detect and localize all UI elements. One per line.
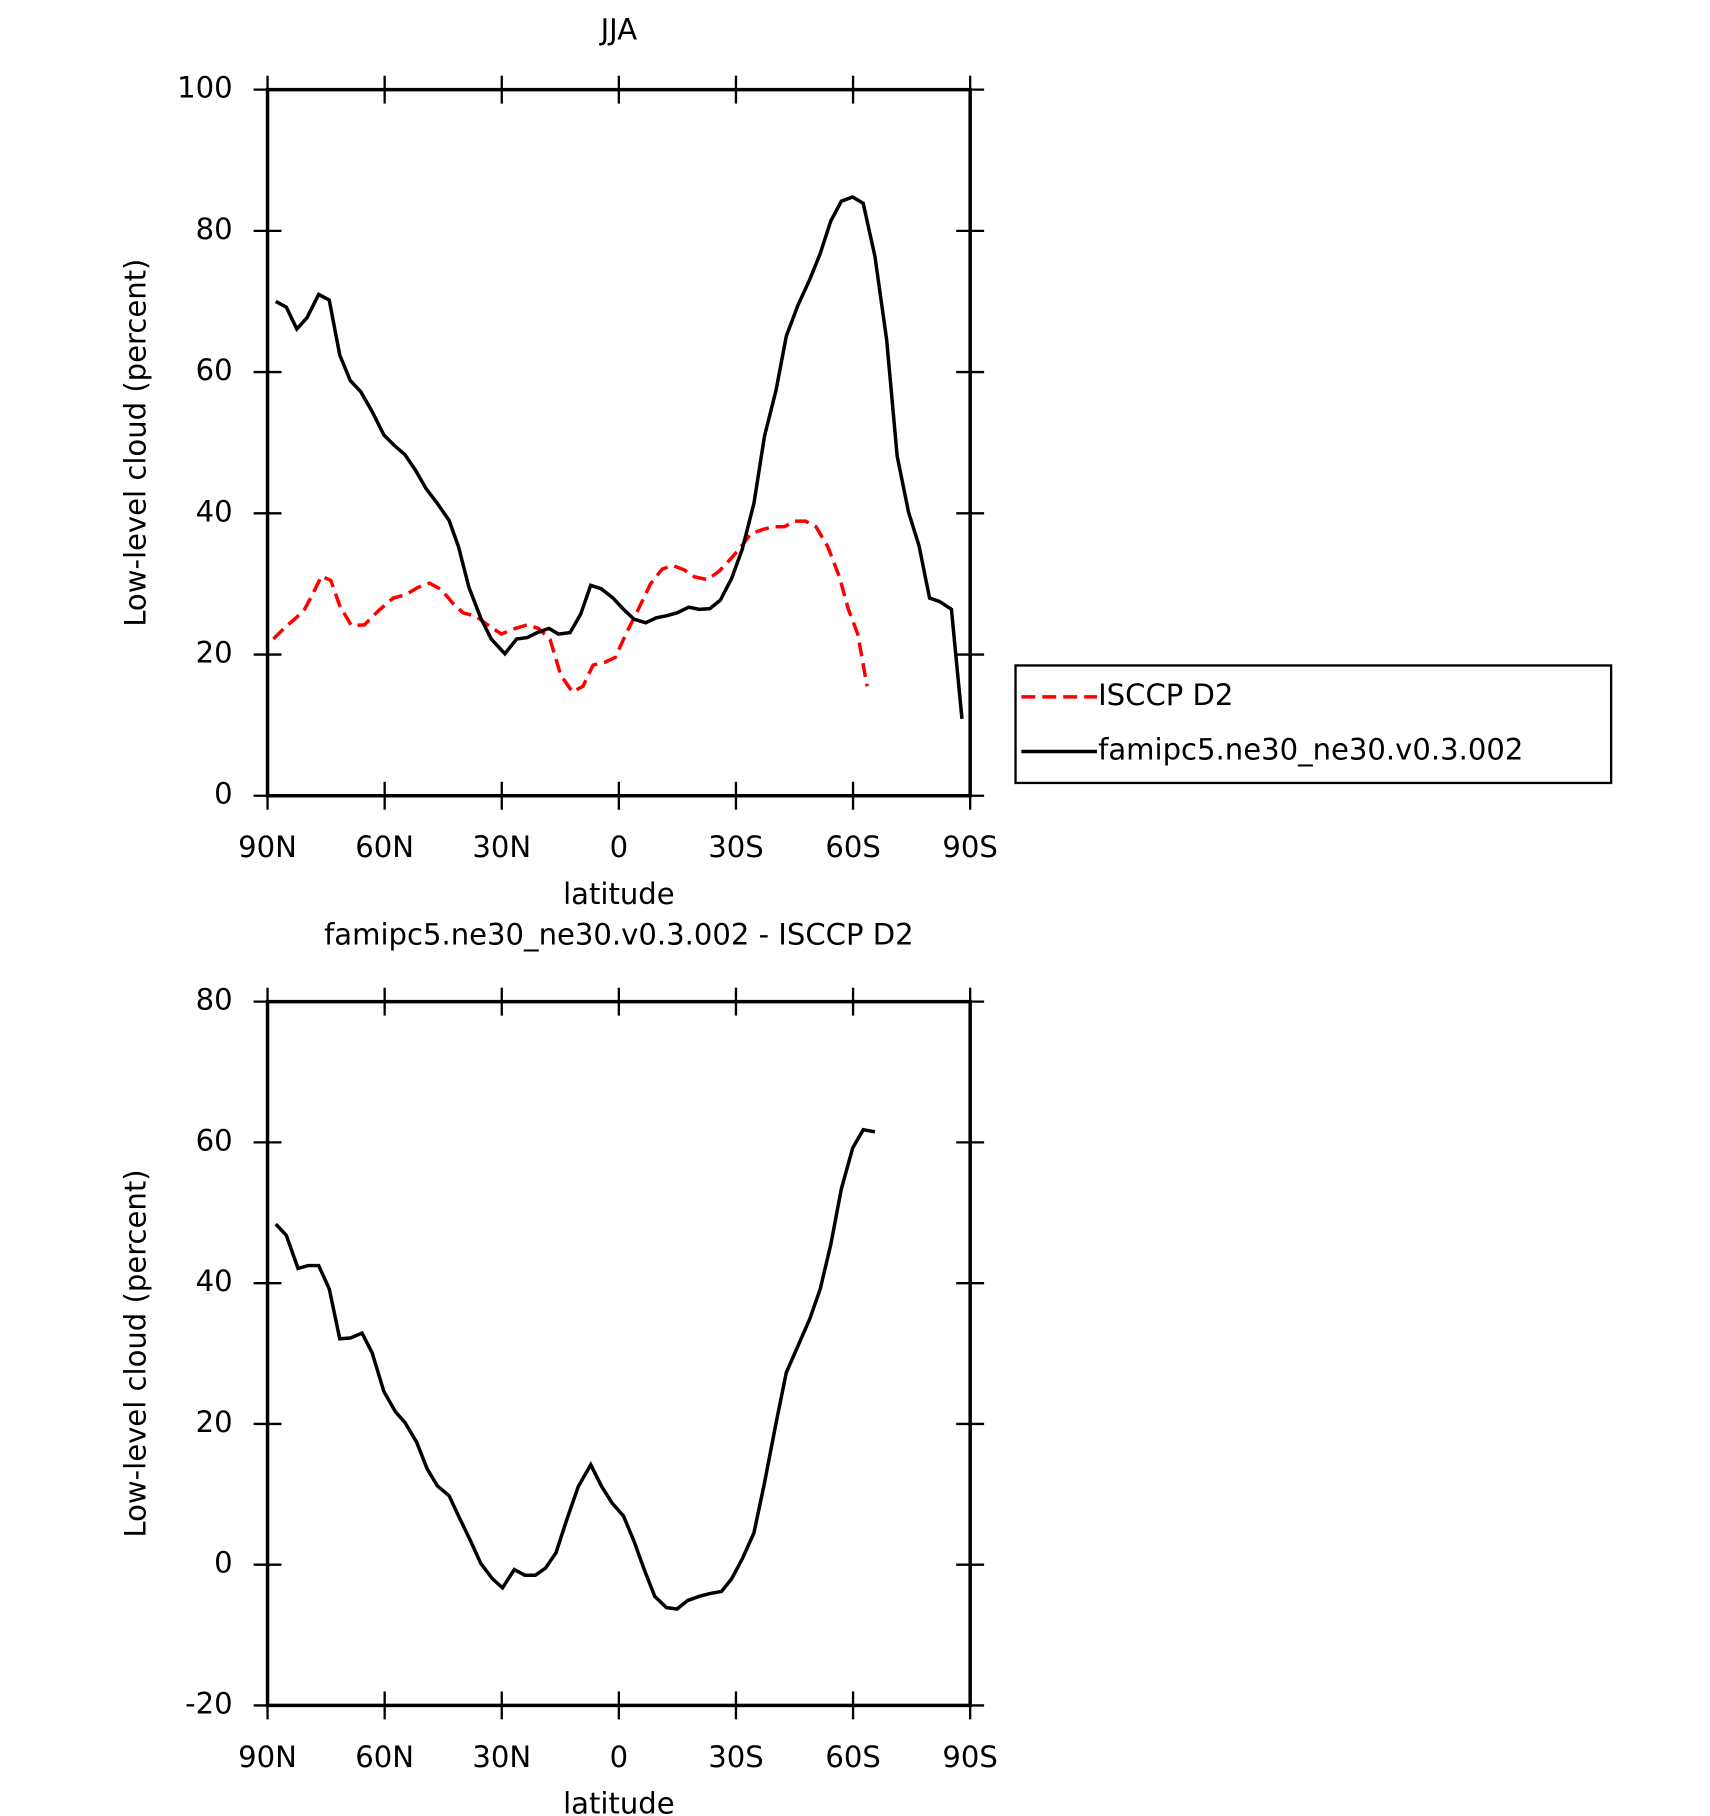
x-tick-label: 0 bbox=[610, 830, 629, 864]
x-tick-label: 30S bbox=[708, 830, 763, 864]
y-tick-label: 80 bbox=[196, 212, 233, 246]
data-line bbox=[274, 1127, 876, 1611]
y-tick-label: 0 bbox=[214, 777, 233, 811]
x-tick-label: 60N bbox=[355, 1740, 414, 1774]
y-tick-label: 0 bbox=[214, 1546, 233, 1580]
x-tick-label: 60S bbox=[825, 1740, 880, 1774]
y-tick-label: -20 bbox=[185, 1686, 233, 1720]
y-tick-label: 60 bbox=[196, 353, 233, 387]
chart-title: famipc5.ne30_ne30.v0.3.002 - ISCCP D2 bbox=[324, 918, 914, 952]
plot-frame bbox=[265, 87, 972, 798]
legend-box bbox=[1014, 664, 1613, 785]
x-axis-label: latitude bbox=[563, 877, 675, 911]
x-tick-label: 60N bbox=[355, 830, 414, 864]
x-tick-label: 0 bbox=[610, 1740, 629, 1774]
x-tick-label: 90S bbox=[942, 1740, 997, 1774]
x-tick-label: 90N bbox=[238, 1740, 297, 1774]
x-tick-label: 30N bbox=[472, 1740, 531, 1774]
legend-label: famipc5.ne30_ne30.v0.3.002 bbox=[1098, 733, 1523, 767]
y-axis-label: Low-level cloud (percent) bbox=[118, 259, 152, 627]
x-tick-label: 30S bbox=[708, 1740, 763, 1774]
x-tick-label: 30N bbox=[472, 830, 531, 864]
y-tick-label: 80 bbox=[196, 983, 233, 1017]
y-tick-label: 20 bbox=[196, 636, 233, 670]
x-tick-label: 90S bbox=[942, 830, 997, 864]
chart-title: JJA bbox=[599, 12, 638, 46]
plot-frame bbox=[265, 999, 972, 1708]
legend-label: ISCCP D2 bbox=[1098, 678, 1233, 712]
y-tick-label: 40 bbox=[196, 494, 233, 528]
data-line bbox=[274, 195, 964, 719]
y-tick-label: 100 bbox=[177, 71, 233, 105]
x-tick-label: 60S bbox=[825, 830, 880, 864]
y-tick-label: 20 bbox=[196, 1405, 233, 1439]
y-tick-label: 40 bbox=[196, 1264, 233, 1298]
x-axis-label: latitude bbox=[563, 1786, 675, 1816]
y-axis-label: Low-level cloud (percent) bbox=[118, 1169, 152, 1537]
data-line bbox=[272, 519, 869, 695]
x-tick-label: 90N bbox=[238, 830, 297, 864]
y-tick-label: 60 bbox=[196, 1123, 233, 1157]
